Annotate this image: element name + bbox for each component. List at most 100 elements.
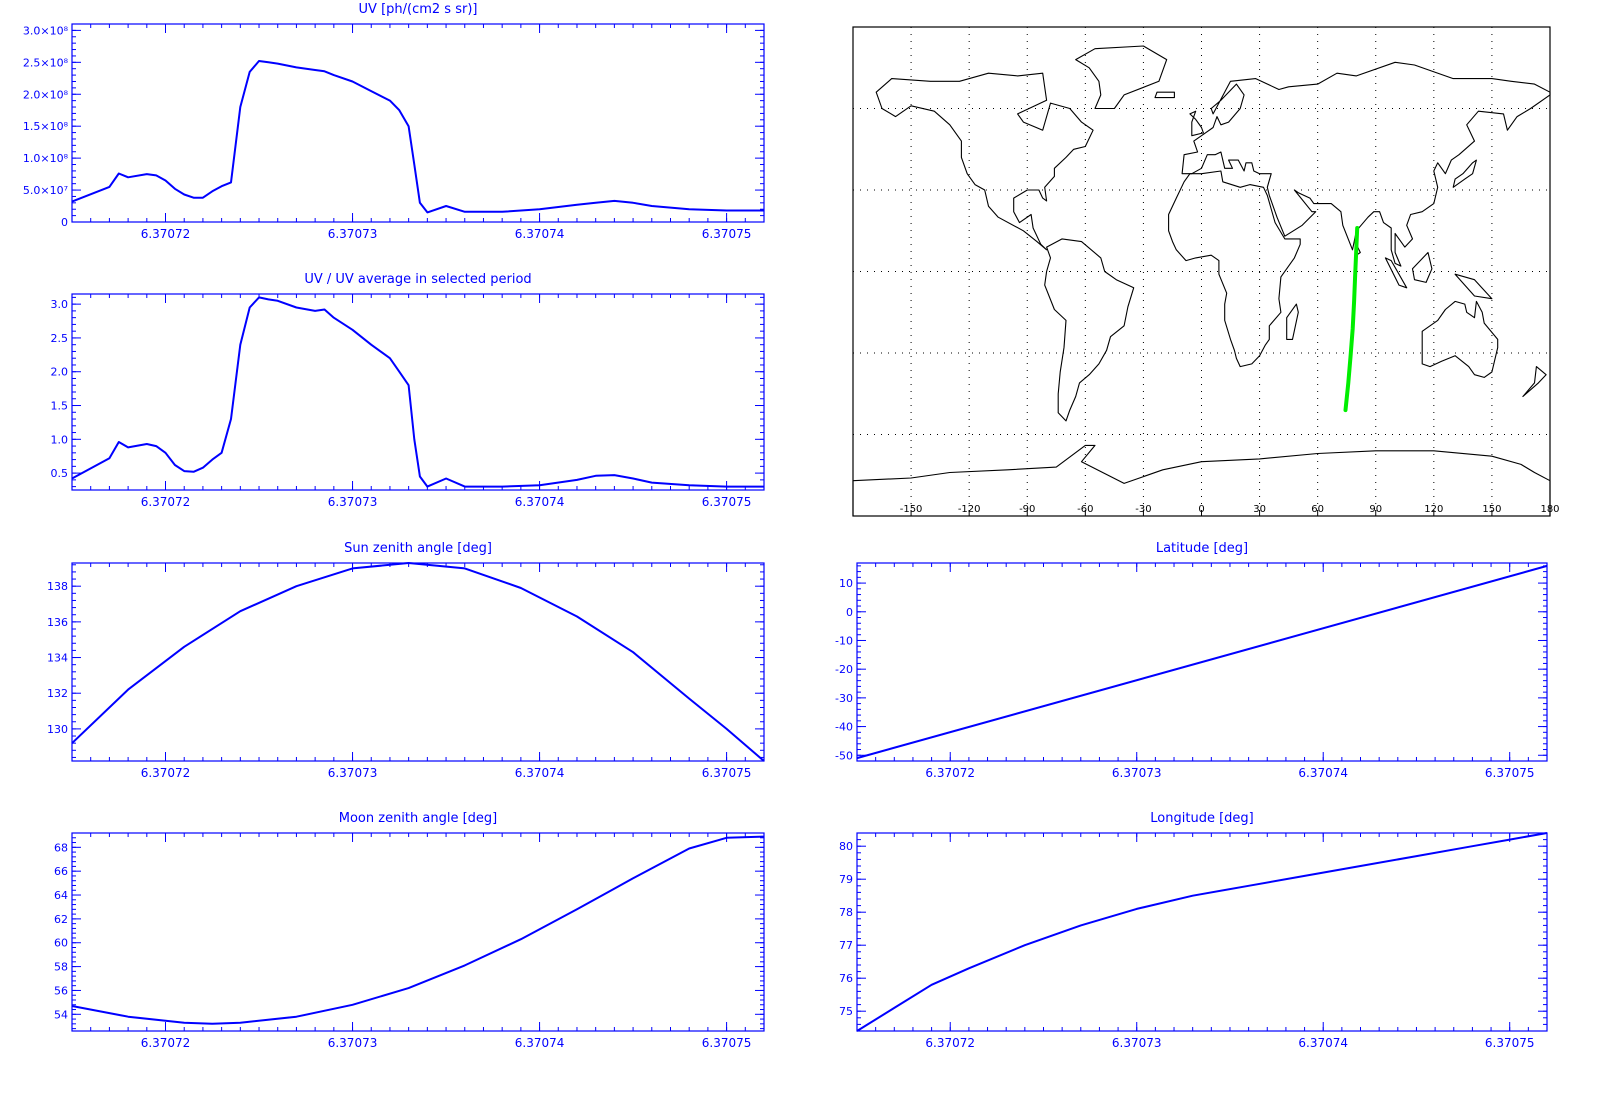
map-x-tick-label: 30 xyxy=(1253,504,1266,515)
uvratio-y-tick-label: 1.0 xyxy=(51,433,69,446)
map-frame xyxy=(852,26,1551,517)
chart-latitude-title: Latitude [deg] xyxy=(1155,541,1249,556)
lat-y-tick-label: -50 xyxy=(835,749,853,762)
lon-y-tick-label: 79 xyxy=(839,873,853,886)
uv-y-tick-label: 1.0×10⁸ xyxy=(23,152,69,165)
chart-uv-ratio: UV / UV average in selected period 6.370… xyxy=(0,270,790,532)
mza-frame xyxy=(71,832,765,1032)
lon-y-tick-label: 77 xyxy=(839,939,853,952)
map-x-tick-label: -150 xyxy=(900,504,923,515)
uvratio-x-tick-label: 6.37072 xyxy=(141,495,191,509)
map-x-tick-label: 60 xyxy=(1311,504,1324,515)
uvratio-x-tick-label: 6.37074 xyxy=(515,495,565,509)
sza-x-tick-label: 6.37072 xyxy=(141,766,191,780)
chart-longitude-title: Longitude [deg] xyxy=(1150,811,1254,826)
uvratio-y-tick-label: 2.0 xyxy=(51,366,69,379)
map-coast-africa xyxy=(1168,170,1301,368)
lat-frame xyxy=(856,562,1548,762)
mza-y-tick-label: 54 xyxy=(54,1008,68,1021)
map-coast-borneo xyxy=(1411,251,1433,283)
lat-y-tick-label: -30 xyxy=(835,692,853,705)
chart-sun-zenith-title: Sun zenith angle [deg] xyxy=(344,541,492,556)
lat-y-tick-label: -40 xyxy=(835,721,853,734)
chart-moon-zenith-plot: 6.37072 6.37073 6.37074 6.37075 54 56 58 60 62 64… xyxy=(54,832,765,1050)
map-x-tick-label: -60 xyxy=(1077,504,1093,515)
uv-y-tick-label: 0 xyxy=(61,216,68,229)
uvratio-y-tick-label: 0.5 xyxy=(51,467,69,480)
sza-series-line xyxy=(71,562,765,762)
map-coast-greenland xyxy=(1075,45,1168,110)
uv-y-tick-label: 3.0×10⁸ xyxy=(23,24,69,37)
sza-y-tick-label: 130 xyxy=(47,723,68,736)
map-x-tick-label: 0 xyxy=(1198,504,1204,515)
lat-y-tick-label: 10 xyxy=(839,577,853,590)
uv-x-tick-label: 6.37074 xyxy=(515,227,565,241)
uvratio-x-tick-label: 6.37073 xyxy=(328,495,378,509)
mza-x-tick-label: 6.37075 xyxy=(702,1036,752,1050)
lat-x-tick-label: 6.37075 xyxy=(1485,766,1535,780)
chart-longitude-plot: 6.37072 6.37073 6.37074 6.37075 75 76 77 78 79 80 xyxy=(839,832,1548,1050)
map-coast-japan xyxy=(1452,159,1477,188)
chart-sun-zenith: Sun zenith angle [deg] 6.37072 6.37073 6.3… xyxy=(0,539,790,801)
map-coast-sumatra xyxy=(1384,257,1408,289)
uvratio-y-tick-label: 3.0 xyxy=(51,298,69,311)
map-coast-eurasia xyxy=(1181,61,1551,267)
uv-y-tick-label: 2.0×10⁸ xyxy=(23,88,69,101)
chart-uv-ratio-title: UV / UV average in selected period xyxy=(304,272,532,287)
mza-x-tick-label: 6.37074 xyxy=(515,1036,565,1050)
lat-x-tick-label: 6.37073 xyxy=(1112,766,1162,780)
lon-y-tick-label: 76 xyxy=(839,972,853,985)
chart-latitude-plot: 6.37072 6.37073 6.37074 6.37075 -50 -40 -30 -20… xyxy=(835,562,1548,780)
map-coast-north-america xyxy=(875,72,1094,251)
chart-moon-zenith: Moon zenith angle [deg] 6.37072 6.37073 6.… xyxy=(0,809,790,1071)
uv-y-tick-label: 1.5×10⁸ xyxy=(23,120,69,133)
world-map-plot: -150 -120 -90 -60 -30 0 30 60 90 120 150 180 xyxy=(852,26,1560,517)
mza-x-tick-label: 6.37073 xyxy=(328,1036,378,1050)
uv-x-tick-label: 6.37073 xyxy=(328,227,378,241)
lon-x-tick-label: 6.37074 xyxy=(1298,1036,1348,1050)
map-coast-new-zealand xyxy=(1522,366,1547,398)
map-coast-australia xyxy=(1421,300,1499,378)
uvratio-y-tick-label: 1.5 xyxy=(51,400,69,413)
mza-y-tick-label: 66 xyxy=(54,865,68,878)
lon-x-tick-label: 6.37073 xyxy=(1112,1036,1162,1050)
lat-x-tick-label: 6.37074 xyxy=(1298,766,1348,780)
map-x-tick-label: 150 xyxy=(1482,504,1501,515)
chart-uv: UV [ph/(cm2 s sr)] 6.37072 6.37073 6.37074… xyxy=(0,0,790,262)
mza-y-tick-label: 64 xyxy=(54,889,68,902)
uv-series-line xyxy=(71,60,764,214)
chart-sun-zenith-plot: 6.37072 6.37073 6.37074 6.37075 130 132 134 136… xyxy=(47,562,765,780)
mza-y-tick-label: 58 xyxy=(54,961,68,974)
map-x-tick-label: -120 xyxy=(958,504,981,515)
map-coast-south-america xyxy=(1044,238,1135,422)
uv-y-tick-label: 2.5×10⁸ xyxy=(23,56,69,69)
lon-y-tick-label: 75 xyxy=(839,1005,853,1018)
mza-y-tick-label: 62 xyxy=(54,913,68,926)
chart-uv-ratio-plot: 6.37072 6.37073 6.37074 6.37075 0.5 1.0 1.5 2.0… xyxy=(51,293,765,509)
lat-y-tick-label: 0 xyxy=(846,606,853,619)
map-coast-britain xyxy=(1189,110,1204,137)
sza-y-tick-label: 134 xyxy=(47,652,68,665)
lon-y-tick-label: 80 xyxy=(839,840,853,853)
chart-latitude: Latitude [deg] 6.37072 6.37073 6.37074 6.37… xyxy=(790,539,1600,801)
lat-y-tick-label: -20 xyxy=(835,663,853,676)
chart-uv-plot: 6.37072 6.37073 6.37074 6.37075 0 5.0×10⁷ 1.0×… xyxy=(23,23,765,241)
map-coast-antarctica xyxy=(852,444,1551,517)
sza-y-tick-label: 132 xyxy=(47,687,68,700)
lat-y-tick-label: -10 xyxy=(835,634,853,647)
sza-x-tick-label: 6.37073 xyxy=(328,766,378,780)
lon-y-tick-label: 78 xyxy=(839,906,853,919)
map-x-tick-label: -90 xyxy=(1019,504,1035,515)
sza-x-tick-label: 6.37074 xyxy=(515,766,565,780)
lat-series-line xyxy=(856,564,1548,760)
map-x-tick-label: 90 xyxy=(1369,504,1382,515)
map-orbit-track xyxy=(1343,226,1360,413)
map-coast-iceland xyxy=(1154,91,1175,99)
map-coast-new-guinea xyxy=(1454,273,1493,300)
mza-y-tick-label: 56 xyxy=(54,984,68,997)
uv-frame xyxy=(71,23,765,223)
map-x-tick-label: -30 xyxy=(1135,504,1151,515)
lon-x-tick-label: 6.37075 xyxy=(1485,1036,1535,1050)
mza-y-tick-label: 60 xyxy=(54,937,68,950)
uv-y-tick-label: 5.0×10⁷ xyxy=(23,184,68,197)
